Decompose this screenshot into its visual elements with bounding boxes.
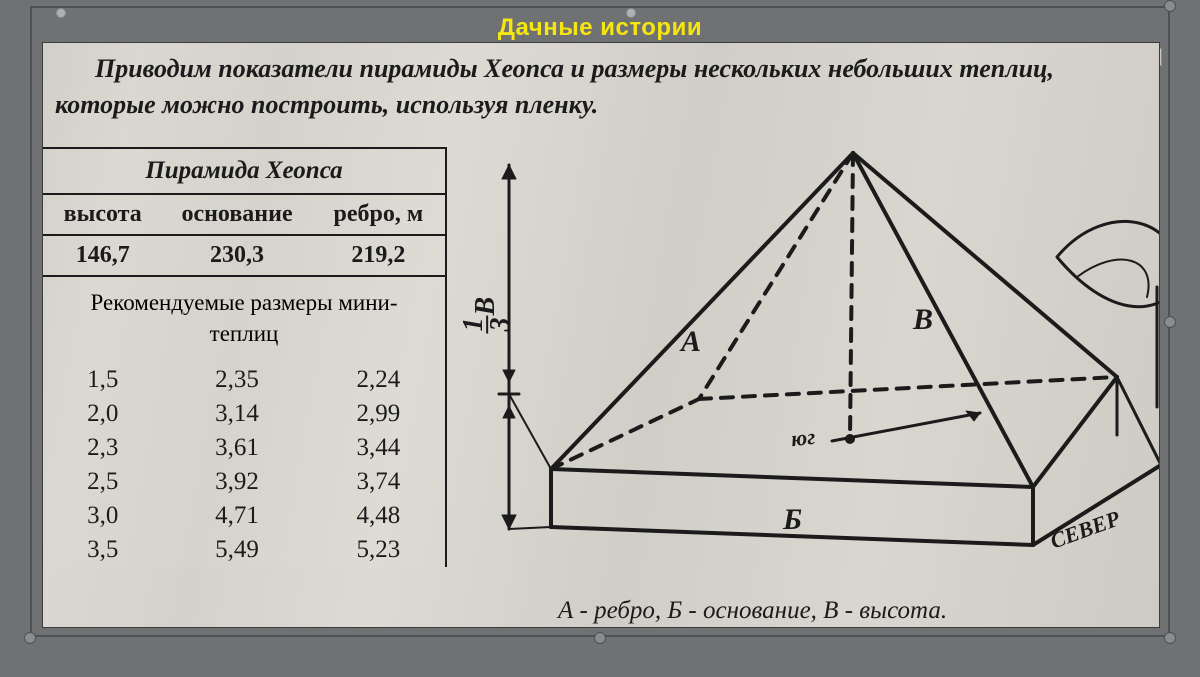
table-cell: 2,99 <box>312 397 445 431</box>
col-header: ребро, м <box>312 195 445 234</box>
table-cell: 2,5 <box>43 465 162 499</box>
label-height-inline: В <box>470 297 501 316</box>
pyramid-svg <box>453 129 1160 589</box>
table-cell: 3,14 <box>162 397 311 431</box>
table-cell: 146,7 <box>43 236 162 275</box>
label-edge: А <box>681 325 701 359</box>
pyramid-diagram: А В Б юг СЕВЕР А - ребро, Б - основание,… <box>453 129 1160 628</box>
table-cell: 3,0 <box>43 499 162 533</box>
table-cell: 3,92 <box>162 465 311 499</box>
table-cell: 4,71 <box>162 499 311 533</box>
diagram-legend: А - ребро, Б - основание, В - высота. <box>558 597 947 625</box>
table-cell: 3,44 <box>312 431 445 465</box>
table-row: 3,55,495,23 <box>43 533 445 567</box>
table-cell: 230,3 <box>162 236 311 275</box>
label-fraction: 1 3 В <box>461 297 513 334</box>
table-cell: 219,2 <box>312 236 445 275</box>
table-row: 1,52,352,24 <box>43 363 445 397</box>
document-image: Приводим показатели пирамиды Хеопса и ра… <box>42 42 1160 628</box>
col-header: высота <box>43 195 162 234</box>
table-row: 2,53,923,74 <box>43 465 445 499</box>
table-cell: 3,74 <box>312 465 445 499</box>
col-header: основание <box>162 195 311 234</box>
table-cell: 2,3 <box>43 431 162 465</box>
table-cell: 3,61 <box>162 431 311 465</box>
label-base: Б <box>783 503 802 537</box>
table-cell: 2,35 <box>162 363 311 397</box>
resize-handle[interactable] <box>56 8 66 18</box>
resize-handle[interactable] <box>1164 632 1176 644</box>
table-row: 2,33,613,44 <box>43 431 445 465</box>
table-cell: 4,48 <box>312 499 445 533</box>
label-south: юг <box>790 424 817 452</box>
table-body: 1,52,352,242,03,142,992,33,613,442,53,92… <box>43 359 445 567</box>
page-title: Дачные истории <box>32 14 1168 42</box>
resize-handle[interactable] <box>594 632 606 644</box>
table-cell: 2,24 <box>312 363 445 397</box>
table-title: Пирамида Хеопса <box>43 149 445 193</box>
table-row: 3,04,714,48 <box>43 499 445 533</box>
table-cell: 2,0 <box>43 397 162 431</box>
resize-handle[interactable] <box>1164 0 1176 12</box>
table-subtitle: Рекомендуемые размеры мини-теплиц <box>43 277 445 359</box>
resize-handle[interactable] <box>626 8 636 18</box>
table-cell: 5,49 <box>162 533 311 567</box>
table-cell: 1,5 <box>43 363 162 397</box>
dimensions-table: Пирамида Хеопса высота основание ребро, … <box>43 147 447 567</box>
table-row: 2,03,142,99 <box>43 397 445 431</box>
table-cell: 3,5 <box>43 533 162 567</box>
intro-paragraph: Приводим показатели пирамиды Хеопса и ра… <box>55 51 1129 124</box>
editor-frame: Дачные истории Приводим показатели пирам… <box>30 6 1170 637</box>
resize-handle[interactable] <box>24 632 36 644</box>
label-height: В <box>913 303 933 337</box>
resize-handle[interactable] <box>1164 316 1176 328</box>
table-cell: 5,23 <box>312 533 445 567</box>
